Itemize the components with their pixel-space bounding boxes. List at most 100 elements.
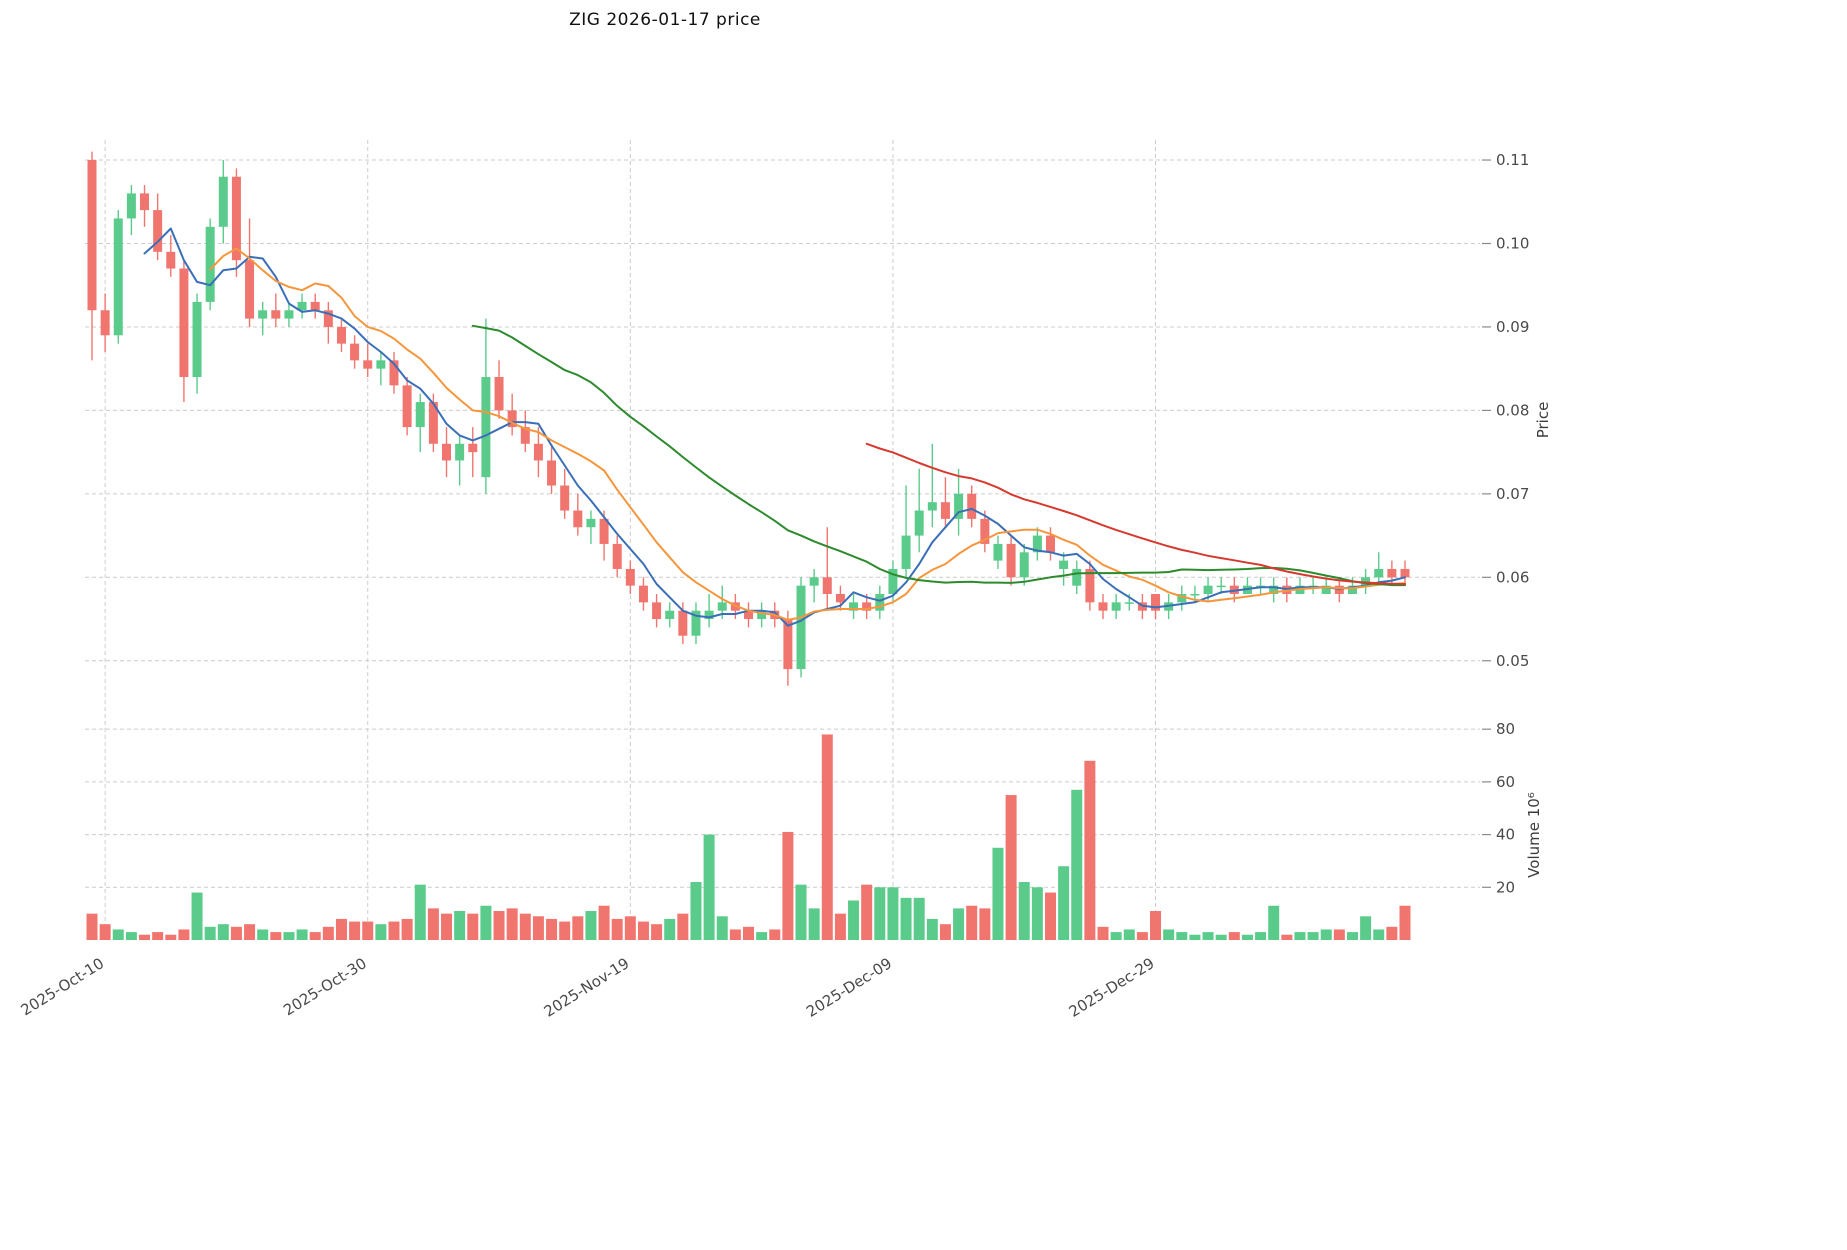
volume-bar — [1071, 789, 1083, 940]
volume-bar — [1346, 932, 1358, 940]
candle-down — [389, 360, 399, 386]
volume-bars — [86, 734, 1411, 940]
volume-tick-label: 20 — [1496, 878, 1515, 896]
candle-down — [520, 427, 530, 444]
volume-bar — [1110, 932, 1122, 940]
volume-bar — [1241, 934, 1253, 940]
volume-bar — [1360, 916, 1372, 940]
volume-bar — [1333, 929, 1345, 940]
volume-bar — [257, 929, 269, 940]
x-tick-label: 2025-Oct-30 — [280, 954, 370, 1019]
volume-bar — [1399, 905, 1411, 940]
candle-up — [205, 226, 215, 302]
volume-bar — [532, 916, 544, 940]
volume-bar — [309, 932, 321, 940]
price-tick-label: 0.05 — [1496, 652, 1529, 670]
volume-bar — [966, 905, 978, 940]
volume-bar — [1320, 929, 1332, 940]
candle-down — [980, 518, 990, 544]
candle-down — [179, 268, 189, 378]
candle-up — [126, 193, 136, 219]
candle-up — [1032, 535, 1042, 553]
volume-bar — [1268, 905, 1280, 940]
candle-down — [363, 360, 373, 369]
volume-bar — [1018, 882, 1030, 940]
volume-bar — [165, 934, 177, 940]
candle-up — [1361, 577, 1371, 586]
candle-up — [993, 543, 1003, 561]
candle-down — [166, 251, 176, 269]
candle-up — [1321, 585, 1331, 595]
volume-bar — [375, 924, 387, 940]
volume-bar — [834, 913, 846, 940]
volume-bar — [703, 834, 715, 940]
candle-up — [1124, 602, 1134, 604]
candle-down — [1098, 602, 1108, 611]
volume-bar — [598, 905, 610, 940]
price-axis-label: Price — [1534, 401, 1552, 439]
candle-up — [218, 176, 228, 227]
volume-bar — [913, 897, 925, 940]
moving-averages — [143, 227, 1406, 627]
volume-bar — [362, 921, 374, 940]
volume-bar — [427, 908, 439, 940]
volume-bar — [1123, 929, 1135, 940]
volume-bar — [992, 847, 1004, 940]
volume-bar — [729, 929, 741, 940]
volume-bar — [1005, 795, 1017, 940]
candle-down — [428, 402, 438, 444]
candle-down — [1006, 543, 1016, 578]
candle-up — [376, 360, 386, 369]
candle-up — [849, 602, 859, 611]
candle-down — [638, 585, 648, 603]
volume-bar — [139, 934, 151, 940]
candle-up — [113, 218, 123, 336]
candle-up — [665, 610, 675, 620]
candle-up — [901, 535, 911, 569]
volume-bar — [939, 924, 951, 940]
x-tick-label: 2025-Nov-19 — [541, 954, 633, 1021]
candle-up — [757, 610, 767, 620]
volume-bar — [1307, 932, 1319, 940]
x-tick-label: 2025-Oct-10 — [18, 954, 108, 1019]
candle-up — [914, 510, 924, 536]
candle-down — [310, 301, 320, 311]
volume-bar — [756, 932, 768, 940]
candle-down — [442, 443, 452, 461]
volume-bar — [270, 932, 282, 940]
volume-bar — [1150, 911, 1162, 940]
volume-bar — [743, 926, 754, 940]
ma-10-line — [209, 247, 1406, 621]
candle-down — [1387, 568, 1397, 578]
volume-bar — [388, 921, 400, 940]
axis-ticks: 0.05 0.06 0.07 0.08 0.09 0.10 0.11 20 40 60 80 — [1482, 151, 1529, 896]
volume-bar — [953, 908, 965, 940]
candles — [87, 151, 1410, 686]
candle-down — [323, 310, 333, 327]
volume-bar — [493, 911, 505, 940]
candle-down — [140, 193, 150, 211]
volume-bar — [99, 924, 111, 940]
ma-60-line — [865, 442, 1406, 585]
volume-bar — [441, 913, 453, 940]
volume-bar — [1084, 760, 1096, 940]
candle-up — [1347, 585, 1357, 595]
volume-bar — [664, 918, 676, 940]
candle-up — [258, 310, 268, 319]
candle-down — [507, 410, 517, 428]
candle-down — [862, 602, 872, 611]
volume-bar — [86, 913, 98, 940]
volume-axis-label: Volume 10⁶ — [1525, 792, 1543, 878]
candle-up — [796, 585, 806, 670]
candle-down — [336, 326, 346, 344]
volume-bar — [1163, 929, 1175, 940]
volume-bar — [322, 926, 334, 940]
candle-down — [783, 619, 793, 670]
volume-bar — [861, 884, 873, 940]
ma-30-line — [471, 324, 1406, 587]
volume-bar — [125, 932, 137, 940]
volume-bar — [572, 916, 584, 940]
volume-bar — [848, 900, 860, 940]
volume-bar — [611, 918, 623, 940]
x-axis-labels: 2025-Oct-10 2025-Oct-30 2025-Nov-19 2025-De… — [18, 954, 1158, 1021]
